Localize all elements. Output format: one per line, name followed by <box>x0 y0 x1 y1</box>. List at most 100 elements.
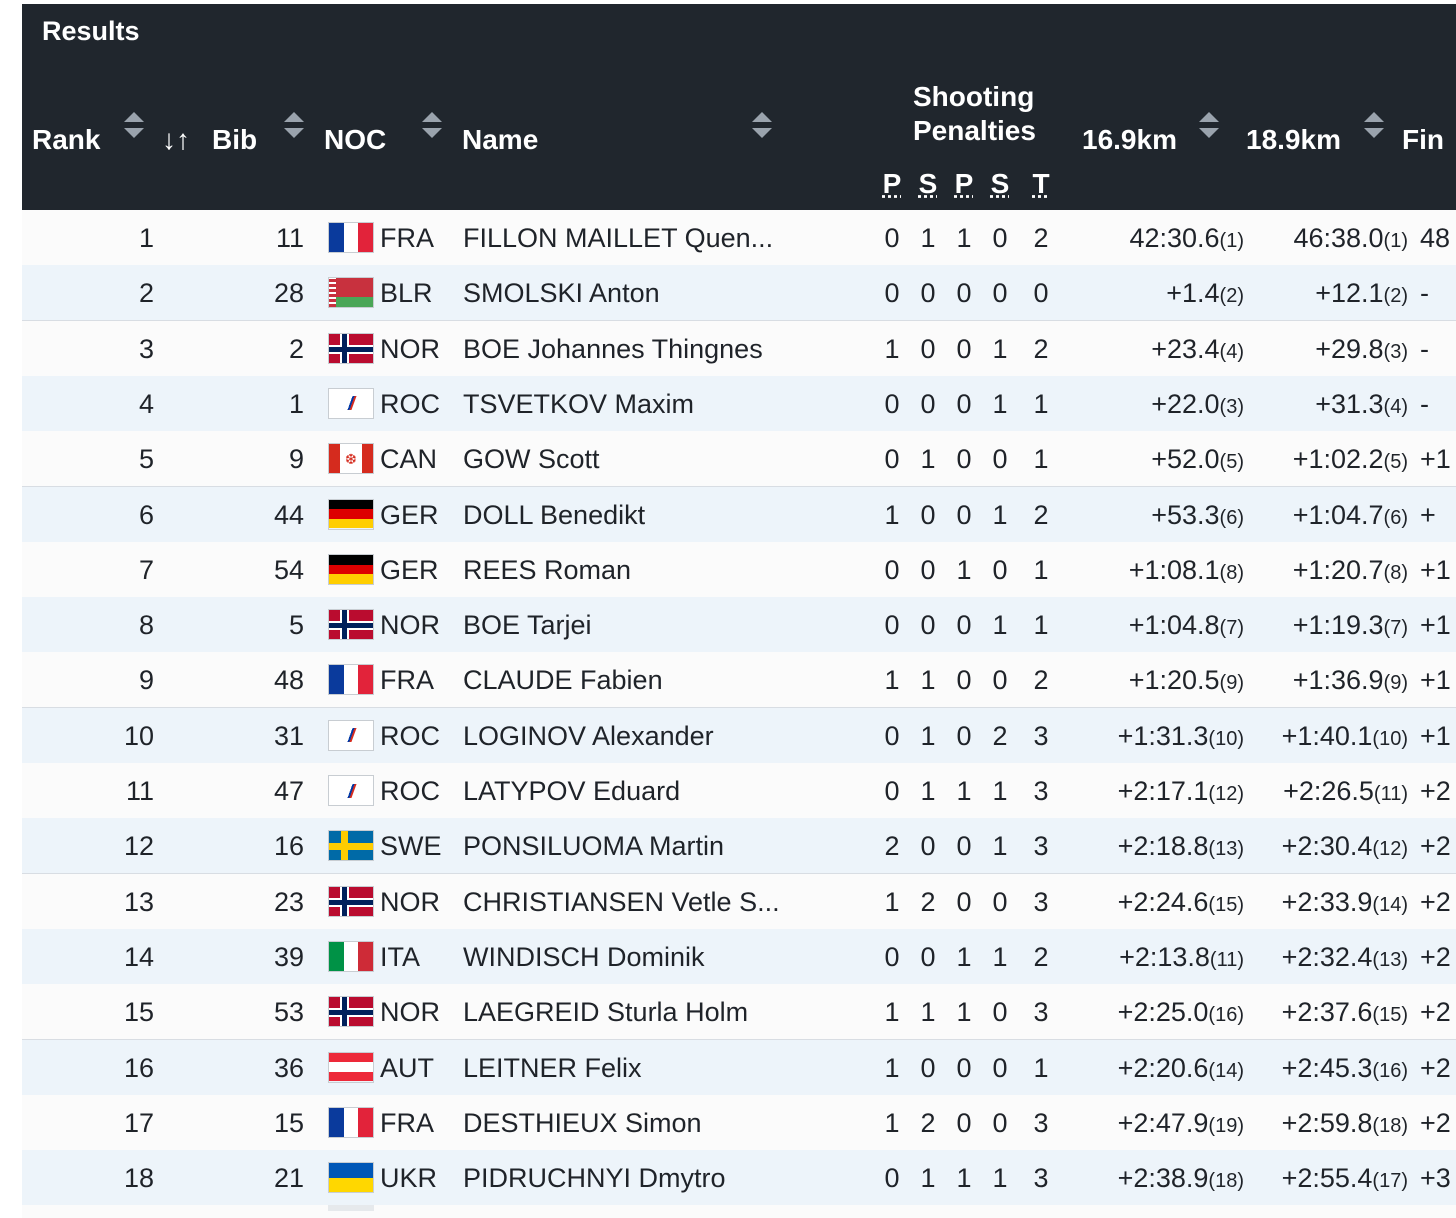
athlete-name-link[interactable]: PIDRUCHNYI Dmytro <box>463 1163 726 1194</box>
ger-flag-icon <box>328 553 374 585</box>
rank-sort-icon[interactable] <box>124 112 144 142</box>
shooting-penalties-header: Shooting Penalties <box>913 80 1036 148</box>
table-row[interactable]: 7 54 GER REES Roman 0 0 1 0 1 +1:08.1(8) +1:20.7(8… <box>22 541 1456 598</box>
prone-2-cell: 0 <box>956 333 972 364</box>
athlete-name-link[interactable]: WINDISCH Dominik <box>463 941 705 972</box>
table-row[interactable]: 3 2 NOR BOE Johannes Thingnes 1 0 0 1 2 +23.4(4) +… <box>22 320 1456 377</box>
table-row[interactable]: 12 16 SWE PONSILUOMA Martin 2 0 0 1 3 +2:18.8(13)… <box>22 818 1456 875</box>
split-18-9km-cell: +31.3(4) <box>1315 389 1408 420</box>
athlete-name-link[interactable]: FILLON MAILLET Quen... <box>463 223 774 253</box>
name-sort-icon[interactable] <box>752 112 772 142</box>
standing-1-cell: 1 <box>920 665 936 696</box>
athlete-name-link[interactable]: LAEGREID Sturla Holm <box>463 997 749 1028</box>
split-time: +2:32.4 <box>1281 941 1373 972</box>
split-18-9km-sort-icon[interactable] <box>1364 112 1384 142</box>
bib-cell: 47 <box>273 776 304 806</box>
athlete-name-link[interactable]: REES Roman <box>463 554 632 585</box>
final-cell: +1 <box>1420 665 1451 696</box>
split-rank: (8) <box>1383 561 1408 584</box>
athlete-name-link[interactable]: LEITNER Felix <box>463 1052 642 1083</box>
final-header[interactable]: Fin <box>1402 124 1444 155</box>
prone-2-header[interactable]: P <box>954 168 974 199</box>
table-row[interactable]: 13 23 NOR CHRISTIANSEN Vetle S... 1 2 0 0 3 +2:24… <box>22 873 1456 930</box>
split-rank: (15) <box>1372 1004 1408 1027</box>
split-time: +2:38.9 <box>1117 1163 1209 1194</box>
split-time: +1:31.3 <box>1117 720 1209 751</box>
split-16-9km-header[interactable]: 16.9km <box>1082 124 1177 155</box>
standing-1-cell: 1 <box>920 720 936 751</box>
noc-cell: UKR <box>380 1163 438 1194</box>
name-header[interactable]: Name <box>462 124 539 155</box>
bib-sort-icon[interactable] <box>284 112 304 142</box>
split-time: +31.3 <box>1315 388 1384 419</box>
nor-flag-icon <box>328 609 374 641</box>
sort-direction-icon[interactable]: ↓↑ <box>162 124 190 155</box>
athlete-name-link[interactable]: LOGINOV Alexander <box>463 720 714 751</box>
standing-2-cell: 1 <box>992 831 1008 862</box>
bib-cell: 39 <box>273 941 304 972</box>
prone-2-cell: 1 <box>956 223 972 253</box>
table-row[interactable]: 18 21 UKR PIDRUCHNYI Dmytro 0 1 1 1 3 +2:38.9(18)… <box>22 1150 1456 1207</box>
table-row[interactable] <box>22 1205 1456 1218</box>
athlete-name-link[interactable]: CLAUDE Fabien <box>463 665 663 696</box>
split-16-9km-cell: +1:08.1(8) <box>1129 555 1244 586</box>
athlete-name-link[interactable]: SMOLSKI Anton <box>463 278 660 309</box>
table-row[interactable]: 10 31 ROC LOGINOV Alexander 0 1 0 2 3 +1:31.3(10)… <box>22 707 1456 764</box>
table-row[interactable]: 9 48 FRA CLAUDE Fabien 1 1 0 0 2 +1:20.5(9) +1:36.… <box>22 652 1456 709</box>
split-16-9km-cell: +1.4(2) <box>1166 278 1244 309</box>
rank-cell: 4 <box>138 388 154 419</box>
table-row[interactable]: 8 5 NOR BOE Tarjei 0 0 0 1 1 +1:04.8(7) +1:19.3(7)… <box>22 597 1456 654</box>
rank-cell: 13 <box>123 886 154 917</box>
standing-1-cell: 0 <box>920 554 936 585</box>
athlete-name-link[interactable]: CHRISTIANSEN Vetle S... <box>463 886 780 917</box>
split-time: +12.1 <box>1315 278 1384 309</box>
table-row[interactable]: 2 28 BLR SMOLSKI Anton 0 0 0 0 0 +1.4(2) +12.1(2) - <box>22 265 1456 322</box>
split-time: +1:40.1 <box>1281 720 1373 751</box>
prone-1-cell: 0 <box>884 554 900 585</box>
table-row[interactable]: 17 15 FRA DESTHIEUX Simon 1 2 0 0 3 +2:47.9(19) +2… <box>22 1094 1456 1151</box>
rank-header[interactable]: Rank <box>32 124 101 155</box>
roc-flag-icon <box>328 387 374 419</box>
noc-sort-icon[interactable] <box>422 112 442 142</box>
athlete-name-link[interactable]: PONSILUOMA Martin <box>463 831 725 862</box>
standing-2-header[interactable]: S <box>990 168 1010 199</box>
prone-2-cell: 0 <box>956 831 972 862</box>
bib-header[interactable]: Bib <box>212 124 258 155</box>
prone-1-cell: 1 <box>884 665 900 696</box>
prone-1-header[interactable]: P <box>882 168 902 199</box>
athlete-name-link[interactable]: BOE Tarjei <box>463 610 592 641</box>
total-penalties-header[interactable]: T <box>1032 168 1050 199</box>
noc-cell: GER <box>380 499 439 530</box>
split-16-9km-cell: +2:25.0(16) <box>1118 997 1244 1028</box>
rank-cell: 17 <box>123 1107 154 1138</box>
prone-1-cell: 1 <box>884 499 900 530</box>
standing-1-cell: 0 <box>920 941 936 972</box>
table-row[interactable]: 11 47 ROC LATYPOV Eduard 0 1 1 1 3 +2:17.1(12) +2:… <box>22 763 1456 819</box>
table-row[interactable]: 14 39 ITA WINDISCH Dominik 0 0 1 1 2 +2:13.8(11) +… <box>22 928 1456 985</box>
split-16-9km-sort-icon[interactable] <box>1199 112 1219 142</box>
athlete-name-link[interactable]: DOLL Benedikt <box>463 499 646 530</box>
athlete-name-link[interactable]: DESTHIEUX Simon <box>463 1107 702 1138</box>
standing-2-cell: 1 <box>992 776 1008 806</box>
athlete-name-link[interactable]: BOE Johannes Thingnes <box>463 333 763 364</box>
split-rank: (2) <box>1219 285 1244 308</box>
standing-1-header[interactable]: S <box>918 168 938 199</box>
standing-2-cell: 0 <box>992 886 1008 917</box>
athlete-name-link[interactable]: TSVETKOV Maxim <box>463 388 695 419</box>
prone-2-cell: 1 <box>956 776 972 806</box>
table-row[interactable]: 1 11 FRA FILLON MAILLET Quen... 0 1 1 0 2 42:30.6… <box>22 210 1456 266</box>
table-row[interactable]: 4 1 ROC TSVETKOV Maxim 0 0 0 1 1 +22.0(3) +31.3(4)… <box>22 375 1456 432</box>
table-row[interactable]: 16 36 AUT LEITNER Felix 1 0 0 0 1 +2:20.6(14) +2:4… <box>22 1039 1456 1096</box>
table-row[interactable]: 6 44 GER DOLL Benedikt 1 0 0 1 2 +53.3(6) +1:04.7(… <box>22 486 1456 543</box>
noc-header[interactable]: NOC <box>324 124 387 155</box>
noc-cell: ROC <box>380 720 440 751</box>
prone-2-cell: 0 <box>956 499 972 530</box>
table-row[interactable]: 5 9 ❆ CAN GOW Scott 0 1 0 0 1 +52.0(5) +1:02.2(5) +1 <box>22 431 1456 488</box>
split-18-9km-cell: +2:55.4(17) <box>1282 1163 1408 1194</box>
split-18-9km-header[interactable]: 18.9km <box>1246 124 1341 155</box>
ukr-flag-icon <box>328 1162 374 1194</box>
athlete-name-link[interactable]: LATYPOV Eduard <box>463 776 681 806</box>
table-row[interactable]: 15 53 NOR LAEGREID Sturla Holm 1 1 1 0 3 +2:25.0(… <box>22 984 1456 1041</box>
athlete-name-link[interactable]: GOW Scott <box>463 444 600 475</box>
split-16-9km-cell: +2:13.8(11) <box>1119 942 1244 973</box>
